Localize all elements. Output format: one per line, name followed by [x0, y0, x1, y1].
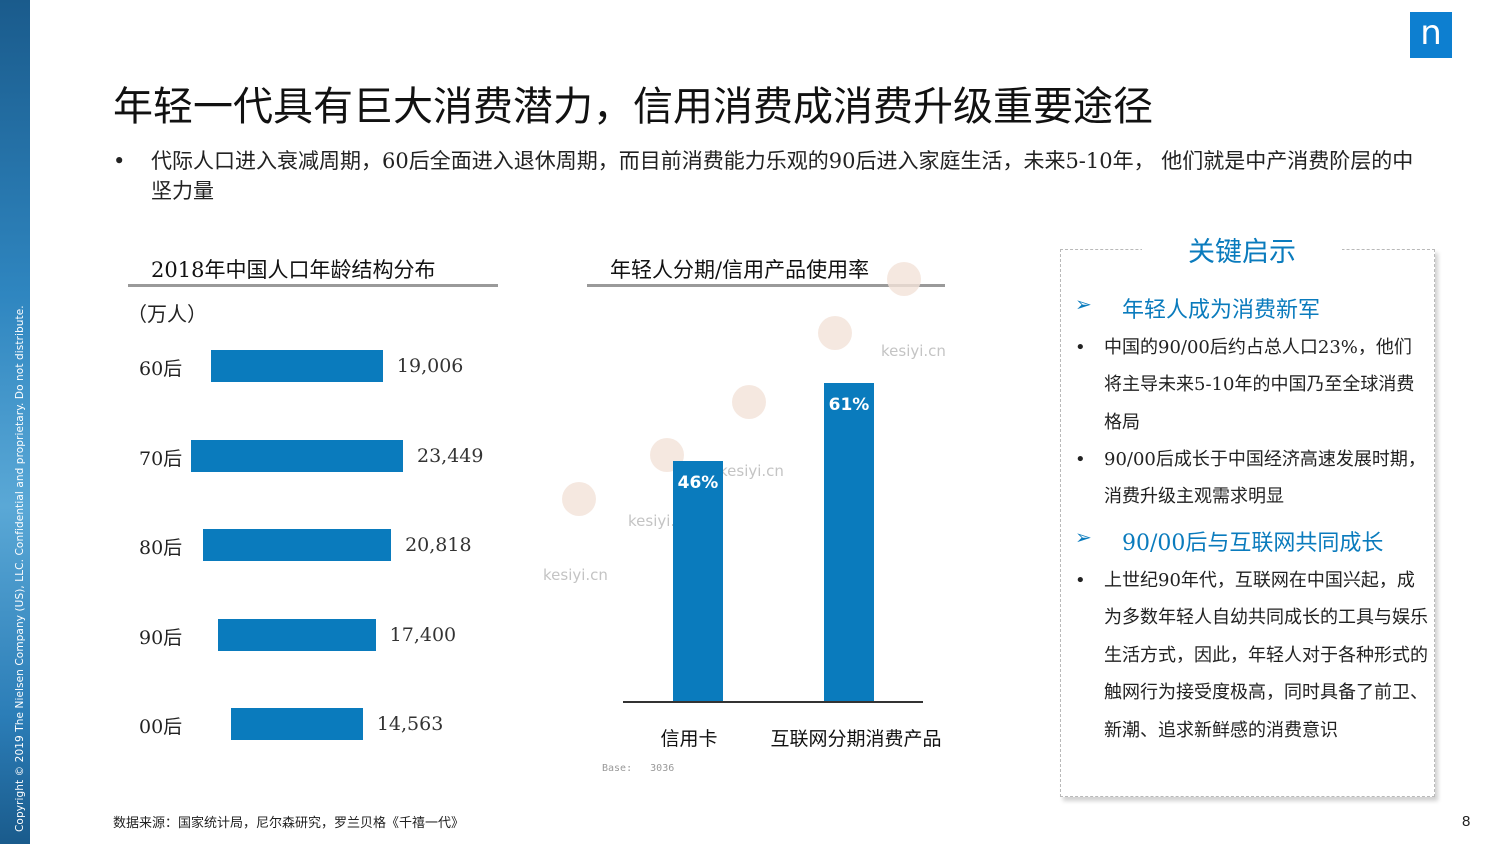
- population-unit: （万人）: [127, 302, 207, 326]
- bullet-marker: •: [113, 149, 126, 173]
- usage-chart-axis: [623, 701, 923, 703]
- bar-category-label: 60后: [139, 358, 183, 380]
- population-chart-rule: [128, 284, 498, 287]
- population-bar: [211, 350, 383, 382]
- page-title: 年轻一代具有巨大消费潜力，信用消费成消费升级重要途径: [113, 84, 1153, 130]
- bar-category-label: 互联网分期消费产品: [770, 728, 942, 750]
- insight-bullet-text: 90/00后成长于中国经济高速发展时期，消费升级主观需求明显: [1104, 449, 1426, 508]
- bar-category-label: 00后: [139, 716, 183, 738]
- population-bar: [231, 708, 363, 740]
- bar-category-label: 90后: [139, 626, 183, 649]
- insight-heading-text: 90/00后与互联网共同成长: [1122, 531, 1384, 556]
- arrow-icon: ➢: [1075, 525, 1092, 549]
- watermark-figure: [562, 482, 596, 516]
- data-source: 数据来源：国家统计局，尼尔森研究，罗兰贝格《千禧一代》: [113, 816, 465, 831]
- insight-heading-text: 年轻人成为消费新军: [1122, 298, 1321, 323]
- intro-text: 代际人口进入衰减周期，60后全面进入退休周期，而目前消费能力乐观的90后进入家庭…: [151, 149, 1414, 203]
- population-bar: [218, 618, 376, 651]
- watermark-text: kesiyi.cn: [719, 462, 784, 480]
- bullet-marker: •: [1075, 337, 1086, 358]
- bar-value-label: 23,449: [417, 444, 484, 467]
- watermark-figure: [732, 385, 766, 419]
- insight-bullet-text: 中国的90/00后约占总人口23%，他们将主导未来5-10年的中国乃至全球消费格…: [1104, 337, 1415, 433]
- usage-chart-rule: [587, 284, 945, 287]
- bar-category-label: 80后: [139, 537, 183, 559]
- bar-category-label: 信用卡: [660, 728, 718, 750]
- bar-value-label: 14,563: [376, 713, 444, 735]
- population-chart-title: 2018年中国人口年龄结构分布: [151, 258, 436, 282]
- copyright-notice: Copyright © 2019 The Nielsen Company (US…: [14, 305, 26, 832]
- watermark-text: kesiyi.cn: [881, 342, 946, 360]
- insight-bullet-text: 上世纪90年代，互联网在中国兴起，成为多数年轻人自幼共同成长的工具与娱乐生活方式…: [1104, 570, 1428, 741]
- arrow-icon: ➢: [1075, 292, 1092, 316]
- bar-value-label: 46%: [677, 473, 719, 494]
- usage-bar: [673, 461, 723, 702]
- bar-value-label: 20,818: [405, 534, 472, 556]
- watermark-figure: [887, 262, 921, 296]
- bullet-marker: •: [1075, 570, 1086, 591]
- bar-value-label: 17,400: [389, 623, 457, 646]
- base-label: Base: 3036: [602, 763, 675, 774]
- insights-title: 关键启示: [1142, 230, 1342, 269]
- sidebar-band: Copyright © 2019 The Nielsen Company (US…: [0, 0, 30, 844]
- bar-category-label: 70后: [139, 447, 183, 470]
- bar-value-label: 19,006: [396, 355, 464, 377]
- population-bar: [202, 529, 392, 561]
- bar-value-label: 61%: [828, 395, 870, 415]
- watermark-figure: [818, 316, 852, 350]
- page-number: 8: [1462, 813, 1471, 830]
- watermark-text: kesiyi.cn: [543, 566, 608, 584]
- usage-chart-title: 年轻人分期/信用产品使用率: [610, 258, 870, 282]
- nielsen-logo: n: [1410, 12, 1452, 58]
- population-bar: [191, 439, 403, 472]
- usage-bar: [824, 383, 874, 702]
- bullet-marker: •: [1075, 449, 1086, 470]
